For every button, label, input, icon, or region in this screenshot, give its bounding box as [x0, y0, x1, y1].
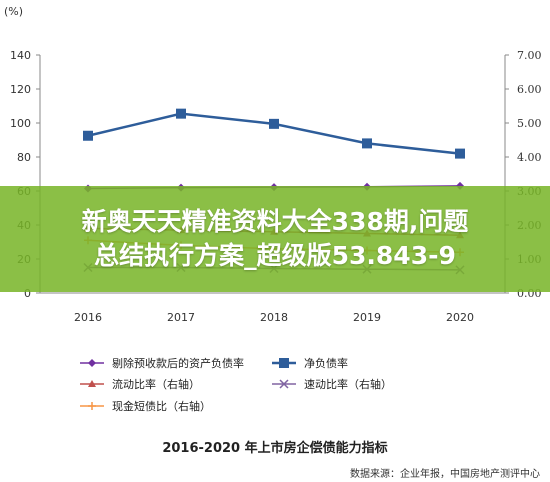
right-tick-label: 6.00	[517, 83, 542, 96]
legend-item: 流动比率（右轴）	[80, 377, 200, 391]
source-note: 数据来源：企业年报，中国房地产测评中心	[350, 467, 540, 480]
x-tick-label: 2019	[353, 311, 381, 324]
left-tick-label: 100	[10, 117, 31, 130]
banner-line-1: 新奥天天精准资料大全338期,问题	[81, 207, 469, 236]
right-tick-label: 5.00	[517, 117, 542, 130]
overlay-banner: 新奥天天精准资料大全338期,问题 总结执行方案_超级版53.843-9	[0, 186, 550, 292]
legend-label: 现金短债比（右轴）	[112, 399, 211, 413]
data-point	[83, 130, 93, 141]
legend-item: 速动比率（右轴）	[272, 377, 392, 391]
chart-title: 2016-2020 年上市房企偿债能力指标	[162, 440, 387, 456]
left-tick-label: 120	[10, 83, 31, 96]
legend-item: 现金短债比（右轴）	[80, 399, 211, 413]
legend-label: 剔除预收款后的资产负债率	[112, 356, 244, 370]
series-1	[83, 108, 465, 159]
left-tick-label: 80	[17, 151, 31, 164]
legend-swatch-marker	[88, 359, 96, 367]
right-tick-label: 4.00	[517, 151, 542, 164]
data-point	[362, 138, 372, 149]
right-tick-label: 7.00	[517, 49, 542, 62]
legend-swatch-marker	[88, 380, 96, 387]
x-tick-label: 2018	[260, 311, 288, 324]
legend-item: 净负债率	[272, 356, 348, 370]
banner-line-2: 总结执行方案_超级版53.843-9	[94, 241, 456, 270]
data-point	[176, 108, 186, 119]
left-axis-unit: (%)	[4, 5, 23, 18]
legend-label: 流动比率（右轴）	[112, 377, 200, 391]
x-tick-label: 2017	[167, 311, 195, 324]
legend-label: 速动比率（右轴）	[304, 377, 392, 391]
legend-item: 剔除预收款后的资产负债率	[80, 356, 244, 370]
legend-swatch-marker	[279, 358, 289, 368]
data-point	[455, 148, 465, 159]
legend-swatch-marker	[279, 379, 289, 389]
x-tick-label: 2016	[74, 311, 102, 324]
left-tick-label: 140	[10, 49, 31, 62]
legend-label: 净负债率	[304, 356, 348, 370]
x-tick-label: 2020	[446, 311, 474, 324]
legend-swatch-marker	[88, 402, 96, 410]
left-tick-label: 0	[24, 287, 31, 300]
data-point	[269, 118, 279, 129]
